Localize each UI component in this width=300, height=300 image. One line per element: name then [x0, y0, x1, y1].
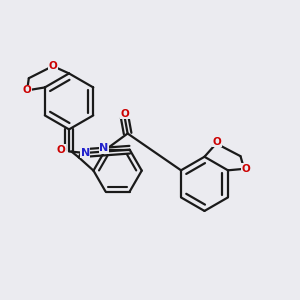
Text: O: O — [242, 164, 250, 174]
Text: O: O — [212, 137, 221, 147]
Text: O: O — [23, 85, 32, 95]
Text: N: N — [99, 143, 109, 153]
Text: O: O — [49, 61, 57, 71]
Text: N: N — [81, 148, 90, 158]
Text: O: O — [120, 109, 129, 119]
Text: O: O — [56, 145, 65, 155]
